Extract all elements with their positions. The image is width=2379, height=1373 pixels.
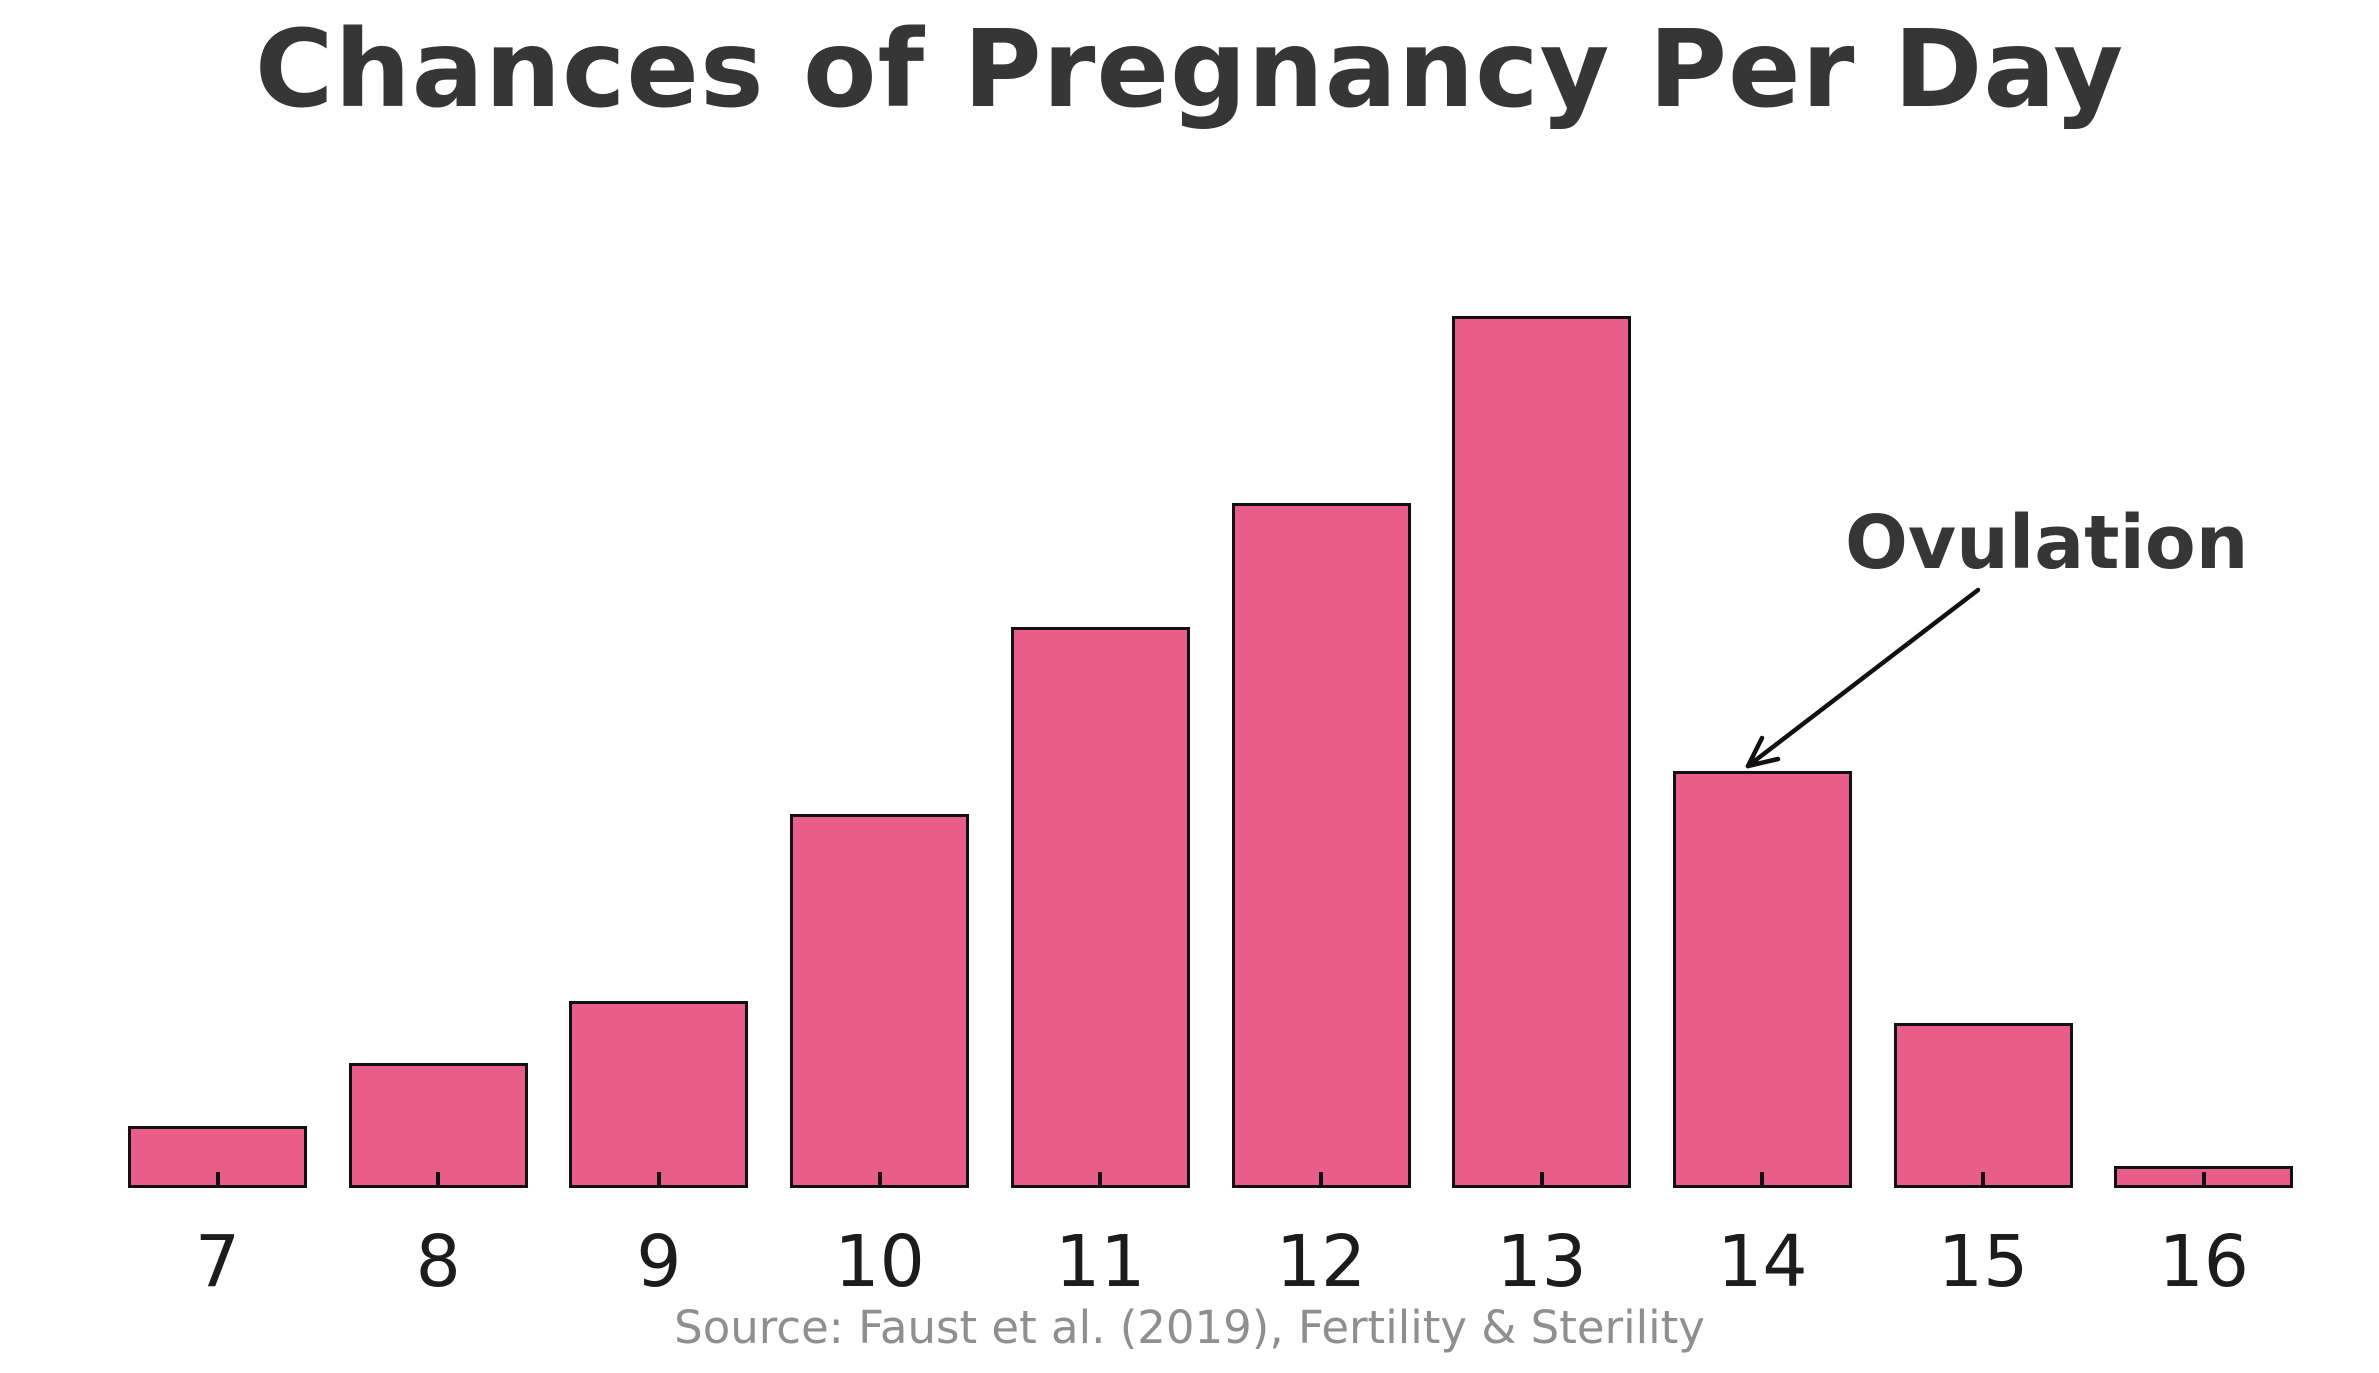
bar-day-13 [1452, 316, 1632, 1188]
x-axis-tick [215, 1171, 220, 1185]
bar-day-7 [128, 1125, 307, 1188]
x-axis-tick [1319, 1171, 1323, 1185]
bar-day-10 [790, 814, 970, 1188]
bar-day-8 [348, 1063, 528, 1188]
x-axis-tick [1098, 1171, 1103, 1185]
x-axis-tick [1981, 1171, 1986, 1185]
bar-day-11 [1010, 627, 1190, 1188]
x-tick-label-11: 11 [1055, 1220, 1146, 1303]
chart-title: Chances of Pregnancy Per Day [254, 8, 2125, 132]
bar-day-12 [1231, 502, 1411, 1188]
x-axis-tick [2201, 1171, 2206, 1185]
x-tick-label-12: 12 [1275, 1220, 1367, 1303]
x-tick-label-9: 9 [636, 1220, 682, 1303]
x-tick-label-15: 15 [1937, 1220, 2029, 1303]
x-tick-label-13: 13 [1496, 1220, 1587, 1303]
x-tick-label-16: 16 [2158, 1220, 2249, 1303]
x-tick-label-10: 10 [834, 1220, 925, 1303]
x-axis-tick [656, 1171, 661, 1185]
source-caption: Source: Faust et al. (2019), Fertility &… [674, 1301, 1705, 1354]
bar-day-9 [569, 1001, 749, 1188]
x-tick-label-7: 7 [194, 1220, 241, 1303]
bar-day-16 [2114, 1166, 2294, 1188]
x-axis-tick [436, 1171, 441, 1185]
x-axis-tick [1539, 1172, 1544, 1185]
x-axis-tick [877, 1171, 882, 1185]
bar-day-14 [1672, 770, 1852, 1188]
x-tick-label-8: 8 [415, 1220, 461, 1303]
ovulation-annotation-label: Ovulation [1845, 500, 2249, 586]
bar-day-15 [1893, 1022, 2073, 1188]
x-axis-tick [1760, 1171, 1765, 1185]
x-tick-label-14: 14 [1717, 1220, 1808, 1303]
